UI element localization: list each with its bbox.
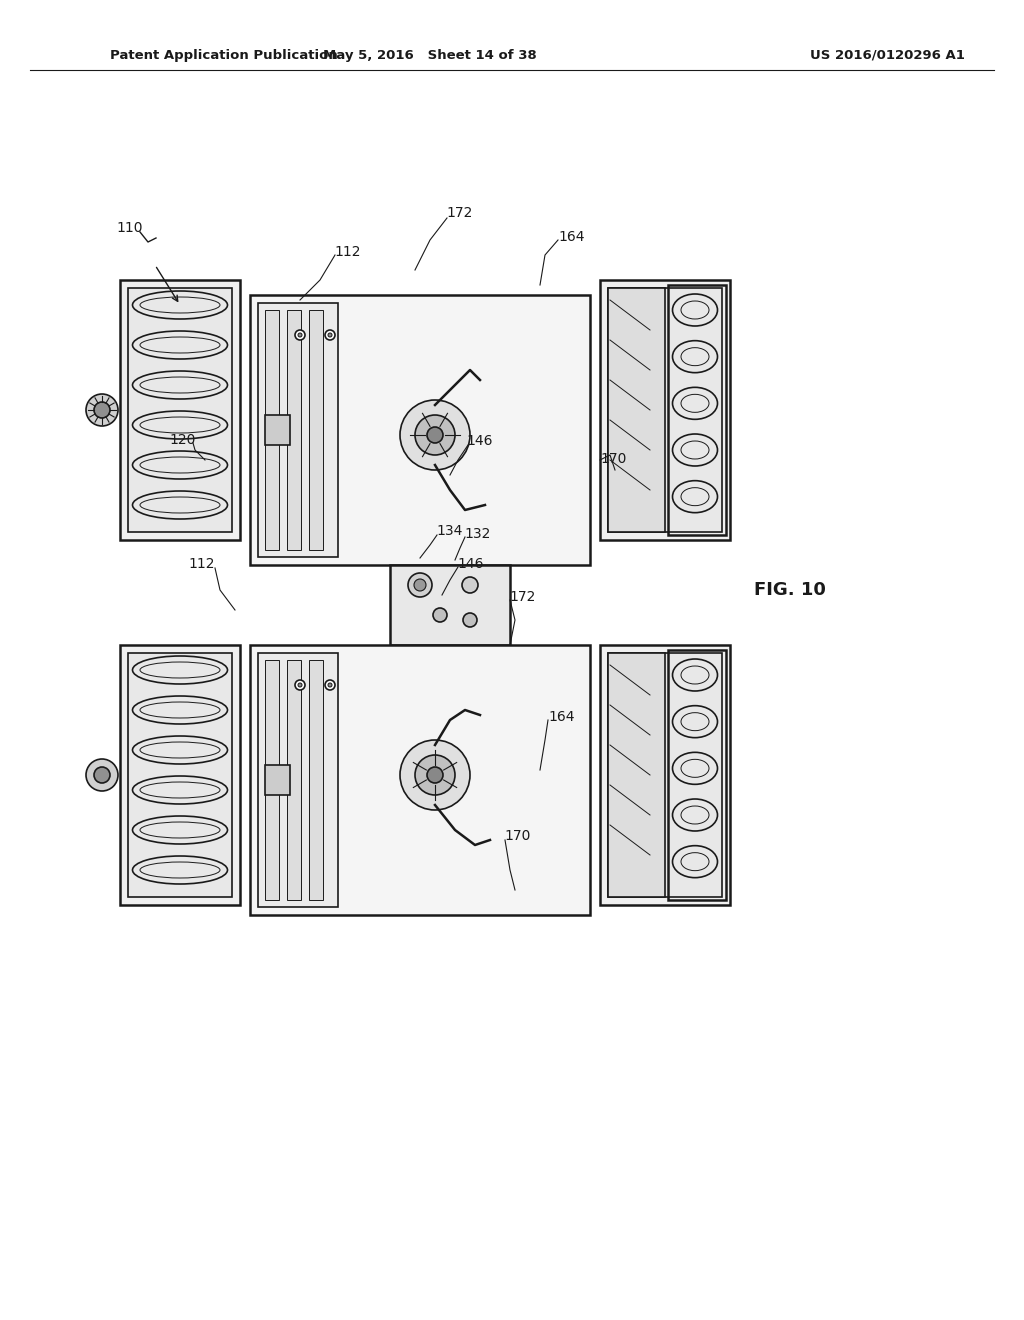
Circle shape bbox=[400, 741, 470, 810]
Text: 146: 146 bbox=[467, 434, 494, 447]
Circle shape bbox=[463, 612, 477, 627]
Bar bbox=[250, 294, 590, 565]
Circle shape bbox=[433, 609, 447, 622]
Bar bbox=[668, 649, 726, 900]
Bar bbox=[309, 660, 323, 900]
Circle shape bbox=[328, 333, 332, 337]
Bar bbox=[120, 645, 240, 906]
Bar bbox=[390, 565, 510, 645]
Circle shape bbox=[415, 755, 455, 795]
Bar bbox=[265, 766, 290, 795]
Text: 146: 146 bbox=[458, 557, 484, 572]
Bar bbox=[128, 288, 232, 532]
Text: 120: 120 bbox=[170, 433, 197, 447]
Text: FIG. 10: FIG. 10 bbox=[754, 581, 826, 599]
Circle shape bbox=[295, 680, 305, 690]
Circle shape bbox=[94, 403, 110, 418]
Bar bbox=[265, 414, 290, 445]
Bar bbox=[258, 653, 338, 907]
Circle shape bbox=[408, 573, 432, 597]
Bar bbox=[608, 653, 722, 898]
Text: 170: 170 bbox=[601, 451, 627, 466]
Text: 170: 170 bbox=[505, 829, 531, 843]
Circle shape bbox=[325, 680, 335, 690]
Circle shape bbox=[400, 400, 470, 470]
Bar bbox=[668, 285, 726, 535]
Circle shape bbox=[298, 333, 302, 337]
Circle shape bbox=[415, 414, 455, 455]
Bar bbox=[309, 310, 323, 550]
Bar bbox=[265, 310, 279, 550]
Circle shape bbox=[462, 577, 478, 593]
Circle shape bbox=[414, 579, 426, 591]
Bar bbox=[600, 645, 730, 906]
Bar bbox=[608, 288, 665, 532]
Bar bbox=[265, 660, 279, 900]
Bar bbox=[608, 653, 665, 898]
Text: 110: 110 bbox=[117, 220, 143, 235]
Text: 172: 172 bbox=[446, 206, 473, 220]
Circle shape bbox=[94, 767, 110, 783]
Text: 132: 132 bbox=[465, 527, 492, 541]
Circle shape bbox=[86, 393, 118, 426]
Bar bbox=[250, 645, 590, 915]
Text: Patent Application Publication: Patent Application Publication bbox=[110, 49, 338, 62]
Bar bbox=[120, 280, 240, 540]
Bar bbox=[608, 288, 722, 532]
Circle shape bbox=[427, 767, 443, 783]
Text: 172: 172 bbox=[510, 590, 537, 605]
Bar bbox=[287, 660, 301, 900]
Circle shape bbox=[427, 426, 443, 444]
Circle shape bbox=[86, 759, 118, 791]
Bar bbox=[600, 280, 730, 540]
Bar bbox=[287, 310, 301, 550]
Circle shape bbox=[295, 330, 305, 341]
Text: 164: 164 bbox=[549, 710, 575, 723]
Circle shape bbox=[328, 682, 332, 686]
Text: 112: 112 bbox=[188, 557, 215, 572]
Text: 112: 112 bbox=[335, 246, 361, 259]
Bar bbox=[128, 653, 232, 898]
Circle shape bbox=[298, 682, 302, 686]
Text: May 5, 2016   Sheet 14 of 38: May 5, 2016 Sheet 14 of 38 bbox=[324, 49, 537, 62]
Text: 134: 134 bbox=[437, 524, 463, 539]
Text: US 2016/0120296 A1: US 2016/0120296 A1 bbox=[810, 49, 965, 62]
Bar bbox=[258, 304, 338, 557]
Text: 164: 164 bbox=[559, 230, 586, 244]
Circle shape bbox=[325, 330, 335, 341]
